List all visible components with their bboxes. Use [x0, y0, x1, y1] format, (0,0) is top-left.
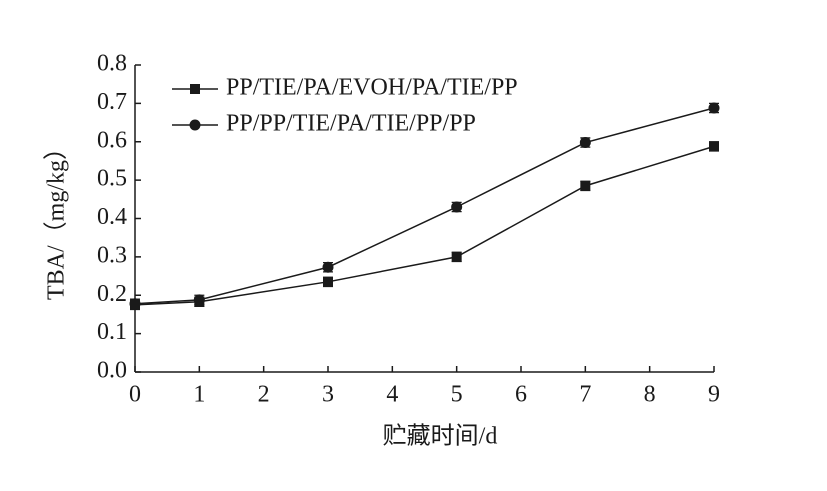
x-tick-label: 5 — [451, 382, 463, 408]
y-tick-label: 0.0 — [97, 358, 127, 384]
y-tick-label: 0.7 — [97, 89, 127, 115]
x-tick-label: 9 — [708, 382, 720, 408]
marker — [323, 276, 333, 287]
y-tick-label: 0.8 — [97, 51, 127, 77]
marker — [580, 180, 591, 191]
y-tick-label: 0.2 — [97, 281, 127, 307]
marker — [322, 261, 334, 273]
x-tick-label: 1 — [193, 382, 205, 408]
marker — [129, 298, 141, 310]
x-tick-label: 4 — [386, 382, 398, 408]
marker — [709, 141, 719, 152]
series-line — [134, 145, 715, 306]
marker — [579, 137, 591, 149]
x-tick-label: 6 — [515, 382, 527, 408]
legend-label: PP/PP/TIE/PA/TIE/PP/PP — [226, 111, 476, 137]
x-tick-label: 0 — [129, 382, 141, 408]
x-axis-label: 贮藏时间/d — [383, 423, 498, 450]
y-tick-label: 0.5 — [97, 166, 127, 192]
x-tick-label: 2 — [258, 382, 270, 408]
legend-label: PP/TIE/PA/EVOH/PA/TIE/PP — [226, 75, 518, 101]
y-tick-label: 0.3 — [97, 242, 127, 268]
x-tick-label: 3 — [322, 382, 334, 408]
marker — [451, 251, 462, 262]
y-tick-label: 0.4 — [97, 204, 127, 230]
legend-marker — [190, 84, 200, 94]
marker — [193, 294, 205, 306]
marker — [451, 201, 463, 213]
legend-marker — [189, 119, 201, 131]
y-tick-label: 0.6 — [97, 127, 127, 153]
series-line — [134, 107, 715, 305]
y-axis-label: TBA/（mg/kg） — [44, 136, 70, 300]
x-tick-label: 8 — [644, 382, 656, 408]
x-tick-label: 7 — [579, 382, 591, 408]
y-tick-label: 0.1 — [97, 319, 127, 345]
marker — [708, 102, 720, 114]
